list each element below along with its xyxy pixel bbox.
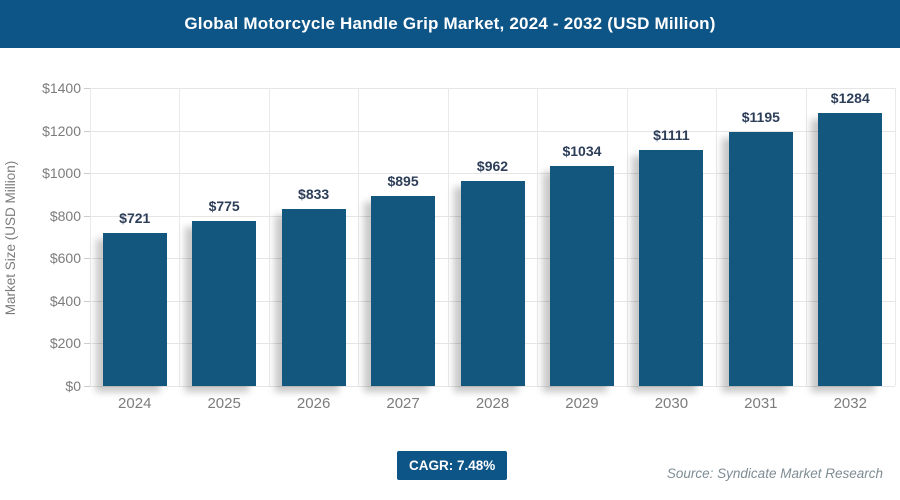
y-gridline: [90, 88, 895, 89]
source-credit: Source: Syndicate Market Research: [666, 466, 883, 481]
x-tick-label: 2027: [386, 395, 420, 412]
cagr-badge: CAGR: 7.48%: [397, 451, 508, 480]
y-axis-title: Market Size (USD Million): [3, 160, 18, 316]
bar-value-label: $833: [298, 185, 330, 202]
bar-value-label: $1284: [830, 89, 870, 106]
bar: [639, 149, 704, 386]
y-tick-label: $1400: [42, 80, 81, 96]
bar-value-label: $1195: [741, 108, 780, 125]
x-gridline: [268, 88, 270, 386]
bar-value-label: $1034: [562, 142, 602, 159]
x-tick-label: 2031: [744, 395, 778, 412]
x-tick-label: 2029: [565, 395, 599, 412]
x-tick-label: 2028: [475, 395, 510, 412]
bar-value-label: $895: [387, 172, 419, 189]
y-tick-mark: [84, 258, 90, 260]
y-gridline: [90, 173, 895, 175]
x-gridline: [179, 88, 181, 386]
x-gridline: [895, 88, 896, 386]
x-gridline: [626, 88, 628, 386]
x-tick-label: 2030: [654, 395, 689, 412]
bar: [728, 131, 793, 386]
y-tick-mark: [84, 215, 90, 217]
bar: [281, 208, 346, 386]
x-tick-label: 2024: [118, 395, 152, 412]
bar: [549, 165, 614, 386]
y-tick-mark: [84, 386, 90, 387]
y-tick-label: $600: [49, 250, 81, 267]
y-tick-mark: [84, 343, 90, 345]
x-tick-label: 2025: [207, 395, 241, 412]
x-gridline: [90, 88, 91, 386]
bar-value-label: $1111: [653, 126, 690, 143]
y-tick-label: $200: [49, 335, 81, 352]
x-gridline: [447, 88, 449, 386]
bar: [102, 232, 167, 386]
header-bar: Global Motorcycle Handle Grip Market, 20…: [0, 0, 900, 48]
y-tick-label: $0: [65, 378, 81, 394]
x-gridline: [805, 88, 807, 386]
chart-title: Global Motorcycle Handle Grip Market, 20…: [184, 14, 716, 33]
bar: [818, 112, 883, 386]
bar-value-label: $721: [119, 209, 151, 226]
plot-area: $0 $200 $400 $600 $800 $1000 $1200 $1400 $721 202…: [42, 81, 896, 412]
y-tick-label: $1000: [42, 165, 81, 182]
y-tick-mark: [84, 173, 90, 175]
y-tick-label: $800: [49, 207, 81, 224]
y-tick-mark: [84, 300, 90, 302]
x-gridline: [716, 88, 718, 386]
y-tick-label: $400: [49, 292, 81, 309]
y-tick-mark: [84, 130, 90, 132]
bar-value-label: $962: [476, 158, 509, 175]
y-gridline: [90, 386, 895, 387]
bar: [192, 221, 257, 386]
x-tick-label: 2026: [296, 395, 331, 412]
bar: [371, 195, 436, 386]
x-tick-label: 2032: [833, 395, 867, 412]
y-tick-mark: [84, 88, 90, 89]
bar: [460, 181, 525, 386]
x-gridline: [358, 88, 360, 386]
y-tick-label: $1200: [42, 122, 81, 139]
bar-value-label: $775: [208, 198, 240, 215]
x-gridline: [537, 88, 539, 386]
y-gridline: [90, 130, 895, 132]
